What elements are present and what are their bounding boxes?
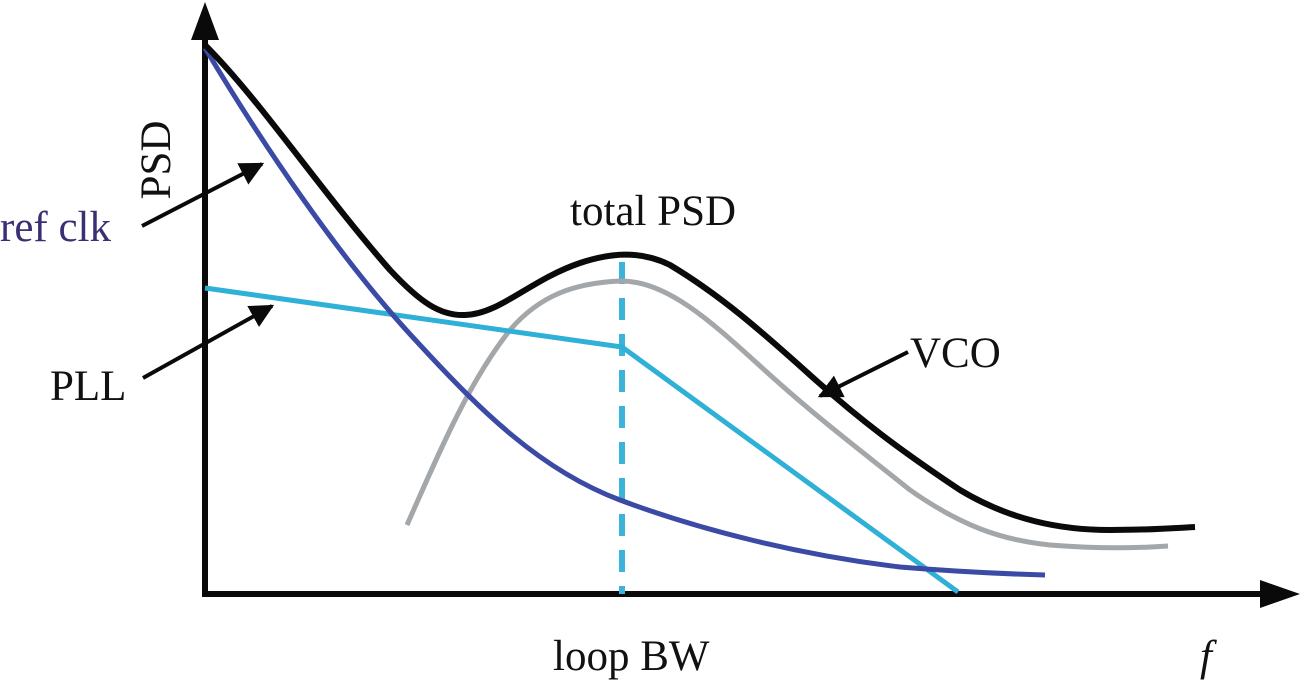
x-axis-label: f: [1200, 633, 1217, 680]
vco-arrow: [817, 350, 909, 398]
y-axis-label: PSD: [133, 121, 180, 200]
label-arrows: [141, 162, 909, 398]
vco-curve: [404, 278, 1169, 551]
pll-label: PLL: [50, 363, 126, 410]
ref-clk-arrow: [141, 162, 265, 228]
pll-curve: [204, 285, 960, 595]
loop-bw-label: loop BW: [553, 633, 710, 680]
ref-clk-curve: [202, 46, 1046, 578]
axes: [191, 2, 1300, 608]
y-axis-arrow-icon: [191, 2, 219, 40]
ref-clk-label: ref clk: [0, 204, 112, 251]
total-psd-label: total PSD: [570, 188, 736, 235]
total-psd-curve: [202, 42, 1196, 534]
x-axis-arrow-icon: [1260, 580, 1300, 608]
vco-label: VCO: [910, 330, 1001, 377]
pll-arrow: [142, 304, 275, 380]
